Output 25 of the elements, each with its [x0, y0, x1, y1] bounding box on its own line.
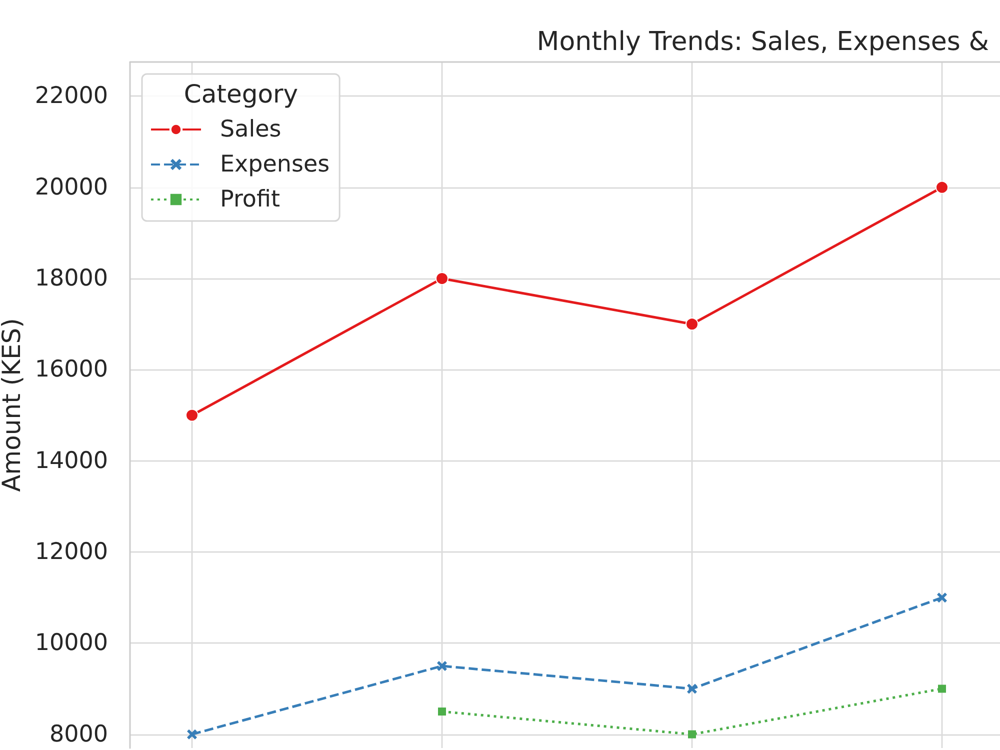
legend-label: Profit: [220, 186, 280, 212]
y-tick-label: 20000: [34, 174, 108, 200]
point: [436, 272, 448, 286]
point: [437, 660, 447, 671]
point: [686, 318, 698, 331]
y-tick-label: 12000: [34, 539, 108, 565]
y-tick-label: 18000: [34, 266, 108, 292]
point: [688, 730, 696, 738]
point: [938, 684, 946, 693]
legend-label: Expenses: [220, 152, 330, 178]
y-axis-title: Amount (KES): [0, 318, 26, 492]
legend-label: Sales: [220, 116, 282, 142]
y-tick-label: 22000: [34, 83, 108, 110]
y-tick-label: 16000: [34, 356, 108, 383]
y-tick-label: 14000: [34, 448, 108, 474]
point: [438, 708, 446, 716]
point: [937, 592, 947, 603]
point: [687, 684, 697, 694]
chart-title: Monthly Trends: Sales, Expenses &: [536, 27, 990, 57]
y-tick-label: 8000: [49, 721, 108, 748]
point: [936, 180, 948, 194]
legend-title: Category: [184, 80, 298, 108]
point: [186, 408, 198, 422]
y-tick-label: 10000: [34, 630, 108, 656]
point: [187, 729, 197, 740]
